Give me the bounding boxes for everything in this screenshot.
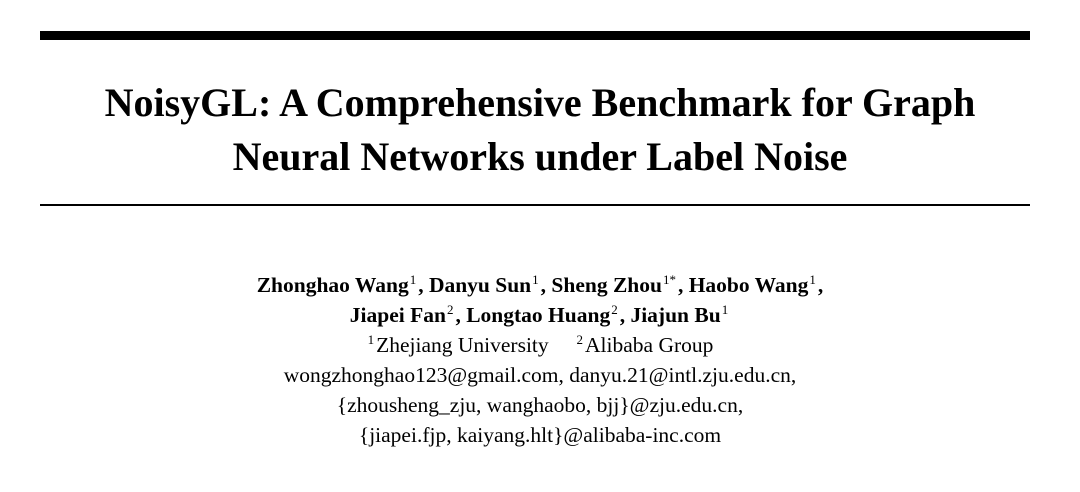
affiliation-mark: 2 [576,332,584,347]
affiliations-line: 1Zhejiang University 2Alibaba Group [0,330,1080,360]
author-affiliation-mark: 2 [446,302,454,317]
author-name: Zhonghao Wang [256,273,409,297]
author-name: Jiajun Bu [630,303,721,327]
email-line: wongzhonghao123@gmail.com, danyu.21@intl… [283,363,797,387]
email-line: {jiapei.fjp, kaiyang.hlt}@alibaba-inc.co… [358,423,722,447]
author-name: Haobo Wang [688,273,809,297]
affiliation-name: Alibaba Group [585,333,714,357]
affiliation-name: Zhejiang University [376,333,549,357]
author-affiliation-mark: 1* [662,272,676,287]
author-name: Sheng Zhou [551,273,662,297]
title-line-1: NoisyGL: A Comprehensive Benchmark for G… [104,80,976,125]
bottom-rule [40,204,1030,206]
author-block: Zhonghao Wang1, Danyu Sun1, Sheng Zhou1*… [0,270,1080,450]
email-line: {zhousheng_zju, wanghaobo, bjj}@zju.edu.… [336,393,744,417]
author-affiliation-mark: 1 [532,272,539,287]
top-rule [40,31,1030,40]
author-name: Longtao Huang [466,303,611,327]
author-line-2: Jiapei Fan2, Longtao Huang2, Jiajun Bu1 [349,302,729,327]
author-line-1: Zhonghao Wang1, Danyu Sun1, Sheng Zhou1*… [256,272,824,297]
author-name: Jiapei Fan [349,303,446,327]
affiliation-mark: 1 [367,332,375,347]
author-affiliation-mark: 2 [611,302,618,317]
author-affiliation-mark: 1 [721,302,729,317]
author-name: Danyu Sun [428,273,532,297]
title-line-2: Neural Networks under Label Noise [232,134,848,179]
author-affiliation-mark: 1 [409,272,417,287]
author-affiliation-mark: 1 [809,272,816,287]
paper-title: NoisyGL: A Comprehensive Benchmark for G… [0,76,1080,184]
